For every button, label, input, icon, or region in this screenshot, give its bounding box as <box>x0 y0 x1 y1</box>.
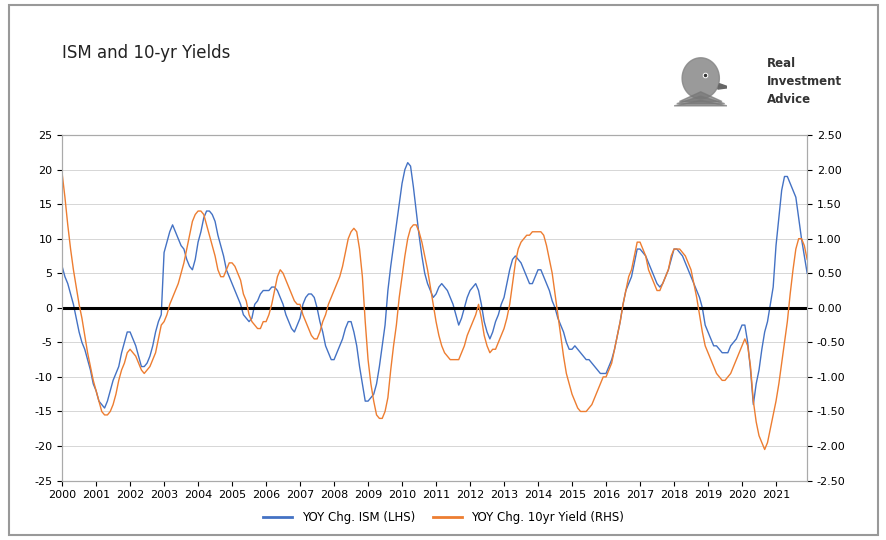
YOY Chg. ISM (LHS) <box>76 339 87 346</box>
YOY Chg. 10yr Yield (RHS) <box>801 256 812 262</box>
YOY Chg. ISM (LHS) <box>99 405 110 411</box>
Legend: YOY Chg. ISM (LHS), YOY Chg. 10yr Yield (RHS): YOY Chg. ISM (LHS), YOY Chg. 10yr Yield … <box>258 507 628 529</box>
Line: YOY Chg. 10yr Yield (RHS): YOY Chg. 10yr Yield (RHS) <box>62 173 806 449</box>
YOY Chg. ISM (LHS) <box>529 273 540 280</box>
YOY Chg. ISM (LHS) <box>57 263 67 269</box>
YOY Chg. ISM (LHS) <box>402 159 413 166</box>
YOY Chg. ISM (LHS) <box>801 270 812 276</box>
Text: Real
Investment
Advice: Real Investment Advice <box>766 57 842 106</box>
YOY Chg. 10yr Yield (RHS) <box>481 342 492 349</box>
YOY Chg. 10yr Yield (RHS) <box>337 263 347 269</box>
Polygon shape <box>673 100 727 106</box>
YOY Chg. ISM (LHS) <box>339 325 350 332</box>
YOY Chg. 10yr Yield (RHS) <box>377 415 387 422</box>
YOY Chg. 10yr Yield (RHS) <box>76 315 87 321</box>
YOY Chg. 10yr Yield (RHS) <box>524 232 534 239</box>
YOY Chg. 10yr Yield (RHS) <box>57 170 67 176</box>
YOY Chg. ISM (LHS) <box>303 291 314 297</box>
YOY Chg. 10yr Yield (RHS) <box>758 446 769 453</box>
Polygon shape <box>679 92 721 102</box>
Text: ISM and 10-yr Yields: ISM and 10-yr Yields <box>62 44 230 62</box>
Polygon shape <box>717 84 729 89</box>
YOY Chg. ISM (LHS) <box>486 329 497 335</box>
Line: YOY Chg. ISM (LHS): YOY Chg. ISM (LHS) <box>62 163 806 408</box>
YOY Chg. ISM (LHS) <box>379 322 390 328</box>
YOY Chg. 10yr Yield (RHS) <box>300 319 311 325</box>
Polygon shape <box>676 96 724 104</box>
Polygon shape <box>681 58 719 99</box>
